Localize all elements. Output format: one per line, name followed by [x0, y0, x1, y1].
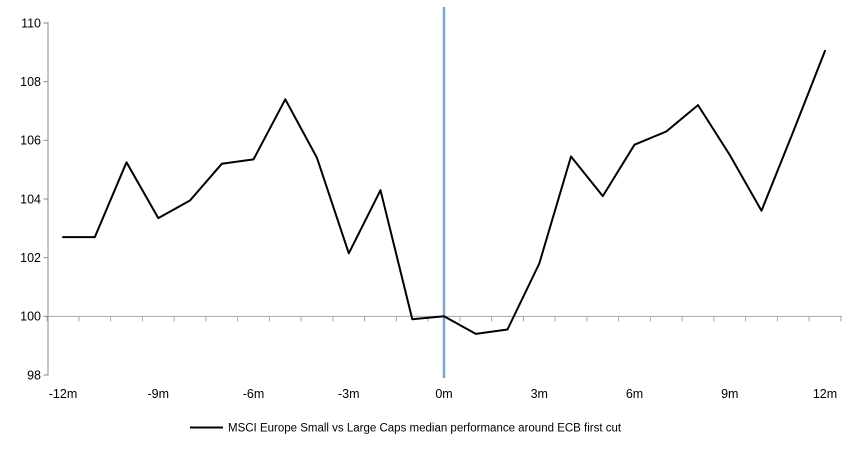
x-axis-label: -9m: [147, 387, 169, 401]
x-axis-label: -3m: [338, 387, 360, 401]
y-axis-label: 110: [21, 16, 41, 30]
x-axis-label: -6m: [243, 387, 265, 401]
x-axis-label: -12m: [49, 387, 77, 401]
y-axis-label: 106: [20, 134, 41, 148]
series-line-msci-small-vs-large: [62, 49, 826, 335]
x-axis-label: 6m: [626, 387, 643, 401]
x-axis-label: 3m: [531, 387, 548, 401]
y-axis-label: 100: [20, 310, 41, 324]
y-axis-label: 102: [20, 251, 41, 265]
legend-label: MSCI Europe Small vs Large Caps median p…: [228, 423, 622, 435]
x-axis-label: 9m: [721, 387, 738, 401]
x-axis-label: 12m: [813, 387, 837, 401]
x-axis-label: 0m: [435, 387, 452, 401]
y-axis-label: 98: [27, 368, 41, 382]
y-axis-label: 104: [20, 192, 41, 206]
y-axis-label: 108: [20, 75, 41, 89]
